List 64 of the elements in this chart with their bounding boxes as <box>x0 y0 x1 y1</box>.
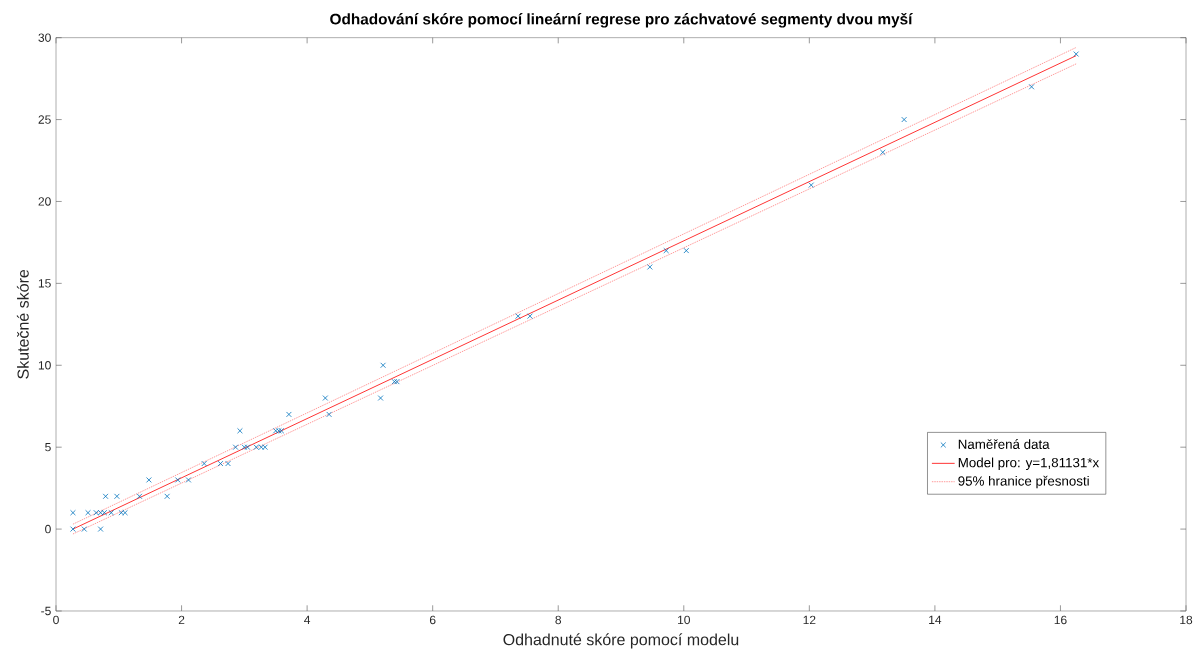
y-tick-label: 15 <box>38 279 51 288</box>
point <box>380 362 386 369</box>
legend-label: Naměřená data <box>958 439 1050 449</box>
y-tick-label: 5 <box>45 442 51 452</box>
y-tick-label: 30 <box>38 33 51 42</box>
point <box>70 509 76 516</box>
point <box>322 395 329 401</box>
point <box>527 313 533 319</box>
y-tick-label: 20 <box>38 197 51 206</box>
x-tick-label: 14 <box>929 615 942 624</box>
point <box>85 509 91 516</box>
point <box>663 247 670 254</box>
point <box>647 264 653 270</box>
y-tick-label: 0 <box>45 524 51 534</box>
point <box>232 444 239 451</box>
point <box>97 509 104 516</box>
point <box>93 509 100 516</box>
point <box>81 526 88 532</box>
point <box>237 427 243 434</box>
y-tick-label: -5 <box>41 606 51 616</box>
point <box>262 444 268 451</box>
x-tick-label: 0 <box>53 615 59 625</box>
x-tick-label: 16 <box>1054 615 1067 625</box>
point <box>244 444 251 451</box>
point <box>97 526 104 532</box>
x-tick-label: 4 <box>304 615 311 624</box>
point <box>70 526 76 532</box>
y-axis-title: Skutečné skóre <box>16 269 29 379</box>
point <box>394 378 400 385</box>
point <box>391 378 398 385</box>
point <box>276 427 282 434</box>
point <box>286 411 292 418</box>
x-tick-label: 18 <box>1180 615 1193 625</box>
point <box>683 247 690 254</box>
point <box>136 493 143 500</box>
point <box>1073 51 1079 57</box>
legend-label: 95% hranice přesnosti <box>958 475 1089 489</box>
point <box>185 477 192 483</box>
x-tick-label: 6 <box>429 615 436 625</box>
point <box>515 313 521 319</box>
x-tick-label: 10 <box>678 615 690 625</box>
x-tick-label: 8 <box>555 615 562 625</box>
point <box>164 493 170 500</box>
point <box>377 395 384 401</box>
point <box>201 460 208 467</box>
point <box>102 493 109 500</box>
point <box>901 116 907 123</box>
legend-label: Model pro: y=1,81131*x <box>958 457 1100 470</box>
point <box>146 477 152 483</box>
y-tick-label: 25 <box>38 115 51 124</box>
y-tick-label: 10 <box>38 361 51 370</box>
point <box>122 509 128 516</box>
point <box>326 411 332 418</box>
point <box>114 493 120 500</box>
point <box>808 182 815 188</box>
point <box>118 509 125 516</box>
x-tick-label: 2 <box>178 615 185 625</box>
point <box>879 149 886 156</box>
point <box>1028 83 1035 90</box>
chart-title: Odhadování skóre pomocí lineární regrese pro záchvatové segmenty dvou myší <box>330 12 913 28</box>
point <box>174 477 181 483</box>
x-axis-title: Odhadnuté skóre pomocí modelu <box>503 633 739 649</box>
x-tick-label: 12 <box>803 615 816 625</box>
point <box>241 444 248 451</box>
